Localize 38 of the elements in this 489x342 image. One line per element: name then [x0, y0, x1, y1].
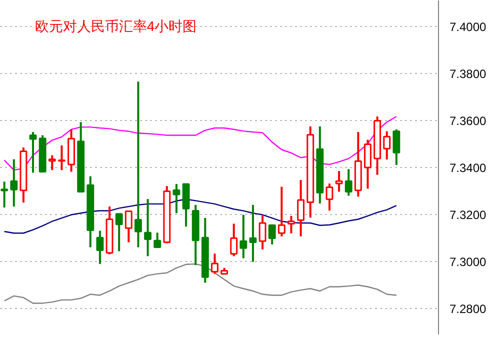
candlestick	[10, 158, 18, 208]
y-tick-label: 7.4000	[450, 20, 487, 34]
candlestick	[335, 170, 343, 193]
candlestick	[172, 182, 180, 214]
candlestick	[96, 230, 104, 265]
candlestick	[383, 130, 391, 161]
y-tick-label: 7.3000	[450, 255, 487, 270]
candlestick	[124, 210, 132, 244]
candlestick	[211, 252, 218, 275]
candlestick	[268, 224, 276, 246]
candlestick	[0, 180, 8, 208]
candlestick	[278, 186, 286, 238]
candlestick	[364, 138, 372, 190]
y-tick-label: 7.3600	[450, 114, 487, 128]
line-series	[4, 198, 398, 234]
candlestick	[288, 214, 295, 234]
candlestick	[230, 222, 238, 258]
candlestick	[134, 80, 142, 248]
text: 欧元对人民币汇率4小时图	[34, 18, 197, 34]
candlestick	[115, 212, 123, 252]
y-tick-label: 7.3800	[450, 66, 487, 81]
candlestick	[240, 214, 248, 260]
candlestick	[258, 214, 266, 250]
line-series	[4, 116, 398, 171]
y-tick-label: 7.2800	[450, 302, 487, 316]
candlestick	[297, 178, 305, 238]
candlestick	[154, 232, 162, 248]
candlestick	[392, 128, 400, 166]
candlestick	[249, 204, 257, 263]
y-tick-label: 7.3400	[450, 161, 487, 175]
candlestick	[326, 182, 334, 212]
candlestick	[29, 130, 37, 174]
candlestick	[58, 144, 66, 172]
candlestick	[344, 168, 352, 197]
candlestick	[144, 198, 152, 258]
y-tick-label: 7.3200	[450, 208, 487, 222]
line-series	[4, 263, 398, 304]
candlestick	[48, 154, 56, 172]
